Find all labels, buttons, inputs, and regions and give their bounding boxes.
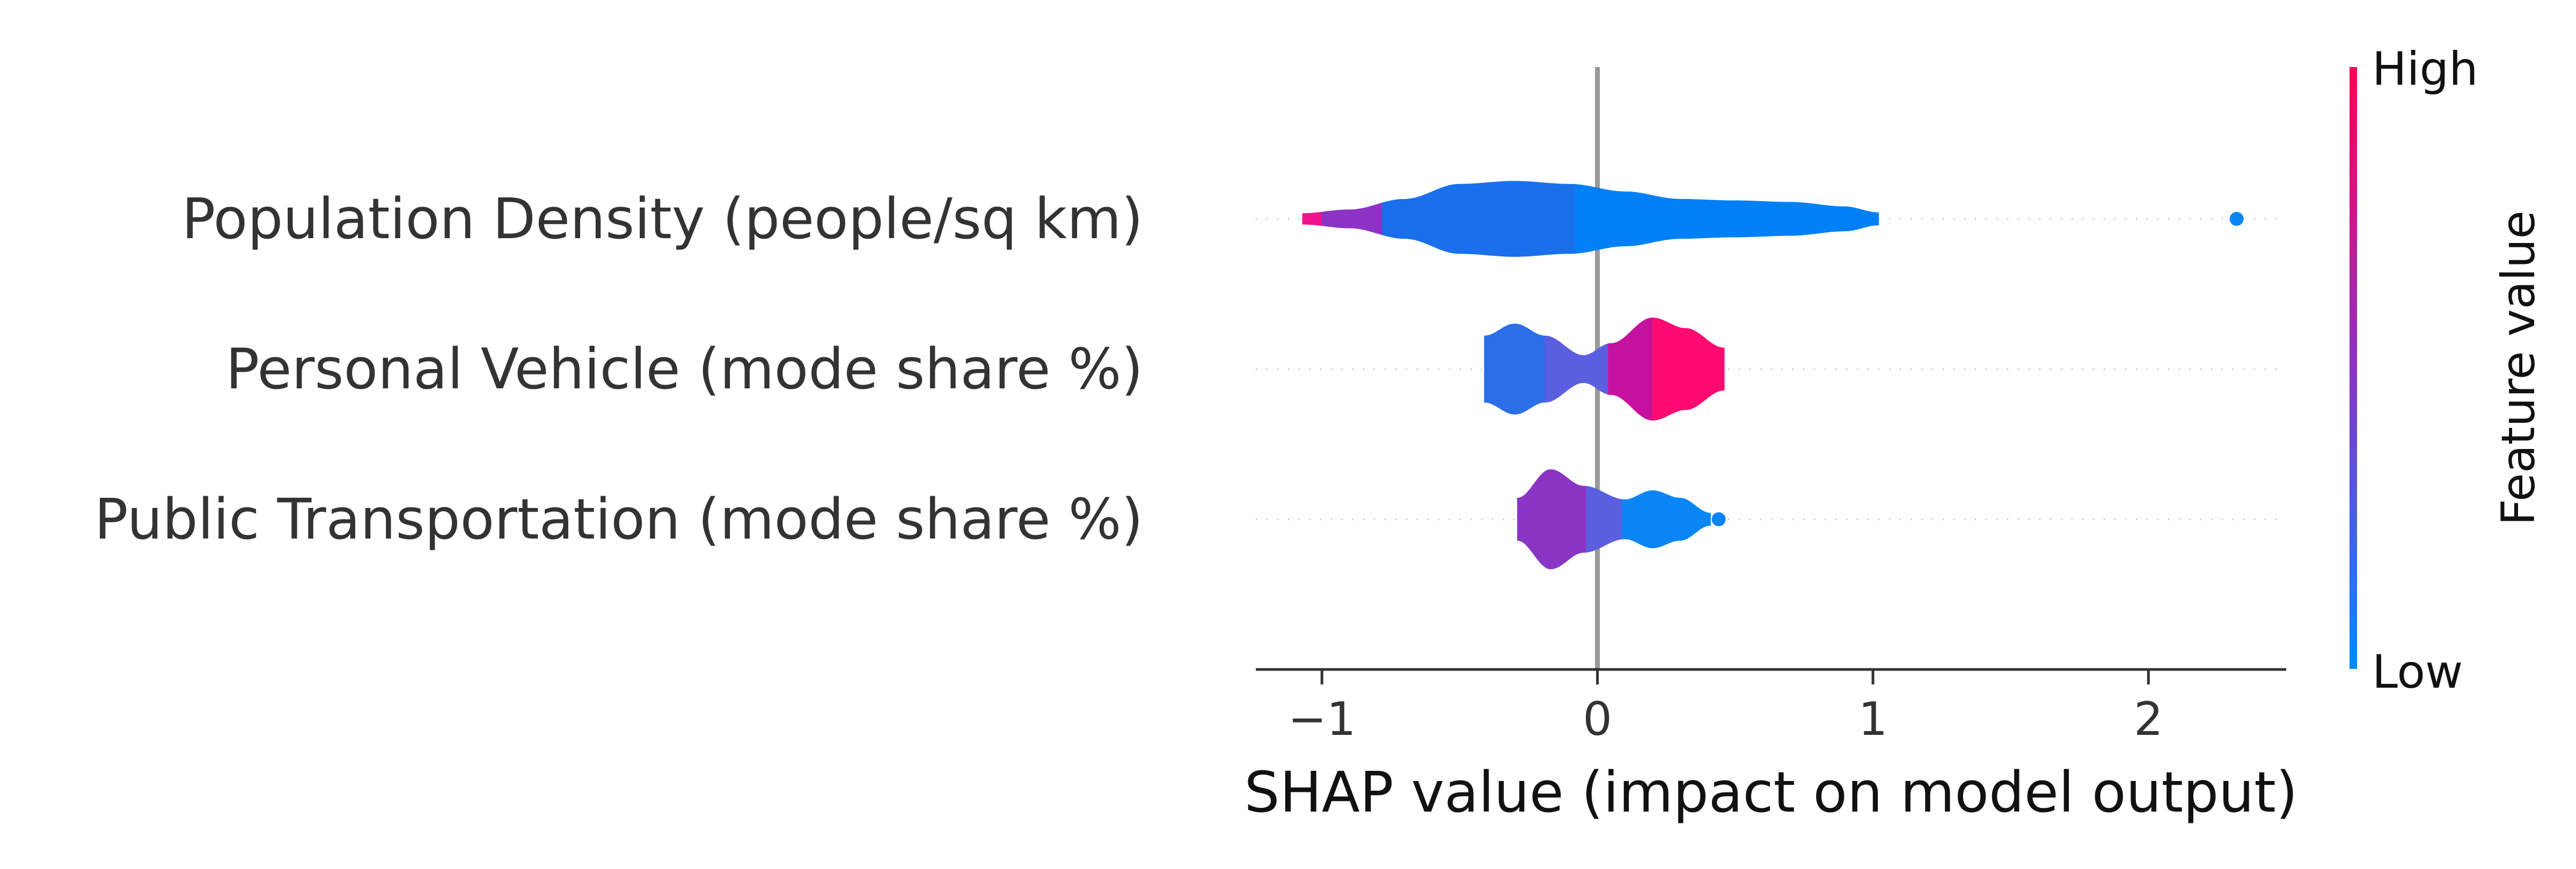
x-tick-label-3: 2 [2134, 693, 2163, 746]
violin-2-segment-0 [1517, 469, 1587, 570]
colorbar-title: Feature value [2492, 210, 2545, 525]
violin-2-segment-2 [1622, 490, 1711, 548]
feature-label-0: Population Density (people/sq km) [182, 186, 1143, 252]
x-ticks: −1 0 1 2 [1288, 669, 2163, 746]
violin-2-outlier-0 [1711, 512, 1726, 526]
violin-1-segment-3 [1652, 318, 1725, 421]
x-axis-title: SHAP value (impact on model output) [1245, 760, 2298, 825]
violin-2 [1517, 469, 1726, 570]
violin-0-outlier-0 [2229, 212, 2244, 226]
feature-label-2: Public Transportation (mode share %) [94, 487, 1143, 552]
colorbar-low-label: Low [2372, 645, 2463, 699]
row-guides [1256, 218, 2286, 520]
feature-label-1: Personal Vehicle (mode share %) [226, 336, 1143, 402]
x-tick-label-2: 1 [1858, 693, 1888, 746]
colorbar-high-label: High [2372, 42, 2478, 96]
violin-0-segment-3 [1575, 184, 1879, 254]
violin-0-segment-2 [1382, 181, 1576, 257]
violin-2-segment-1 [1586, 485, 1623, 553]
violin-0-segment-1 [1321, 202, 1383, 235]
violin-1 [1484, 318, 1725, 421]
violin-0 [1302, 181, 2244, 257]
x-tick-label-0: −1 [1288, 693, 1356, 746]
violin-1-segment-2 [1608, 318, 1653, 421]
x-tick-label-1: 0 [1583, 693, 1612, 746]
violin-0-segment-0 [1302, 211, 1322, 226]
colorbar [2350, 67, 2357, 669]
violin-1-segment-0 [1484, 323, 1546, 415]
violins [1302, 181, 2244, 570]
feature-labels: Population Density (people/sq km) Persona… [94, 186, 1143, 552]
